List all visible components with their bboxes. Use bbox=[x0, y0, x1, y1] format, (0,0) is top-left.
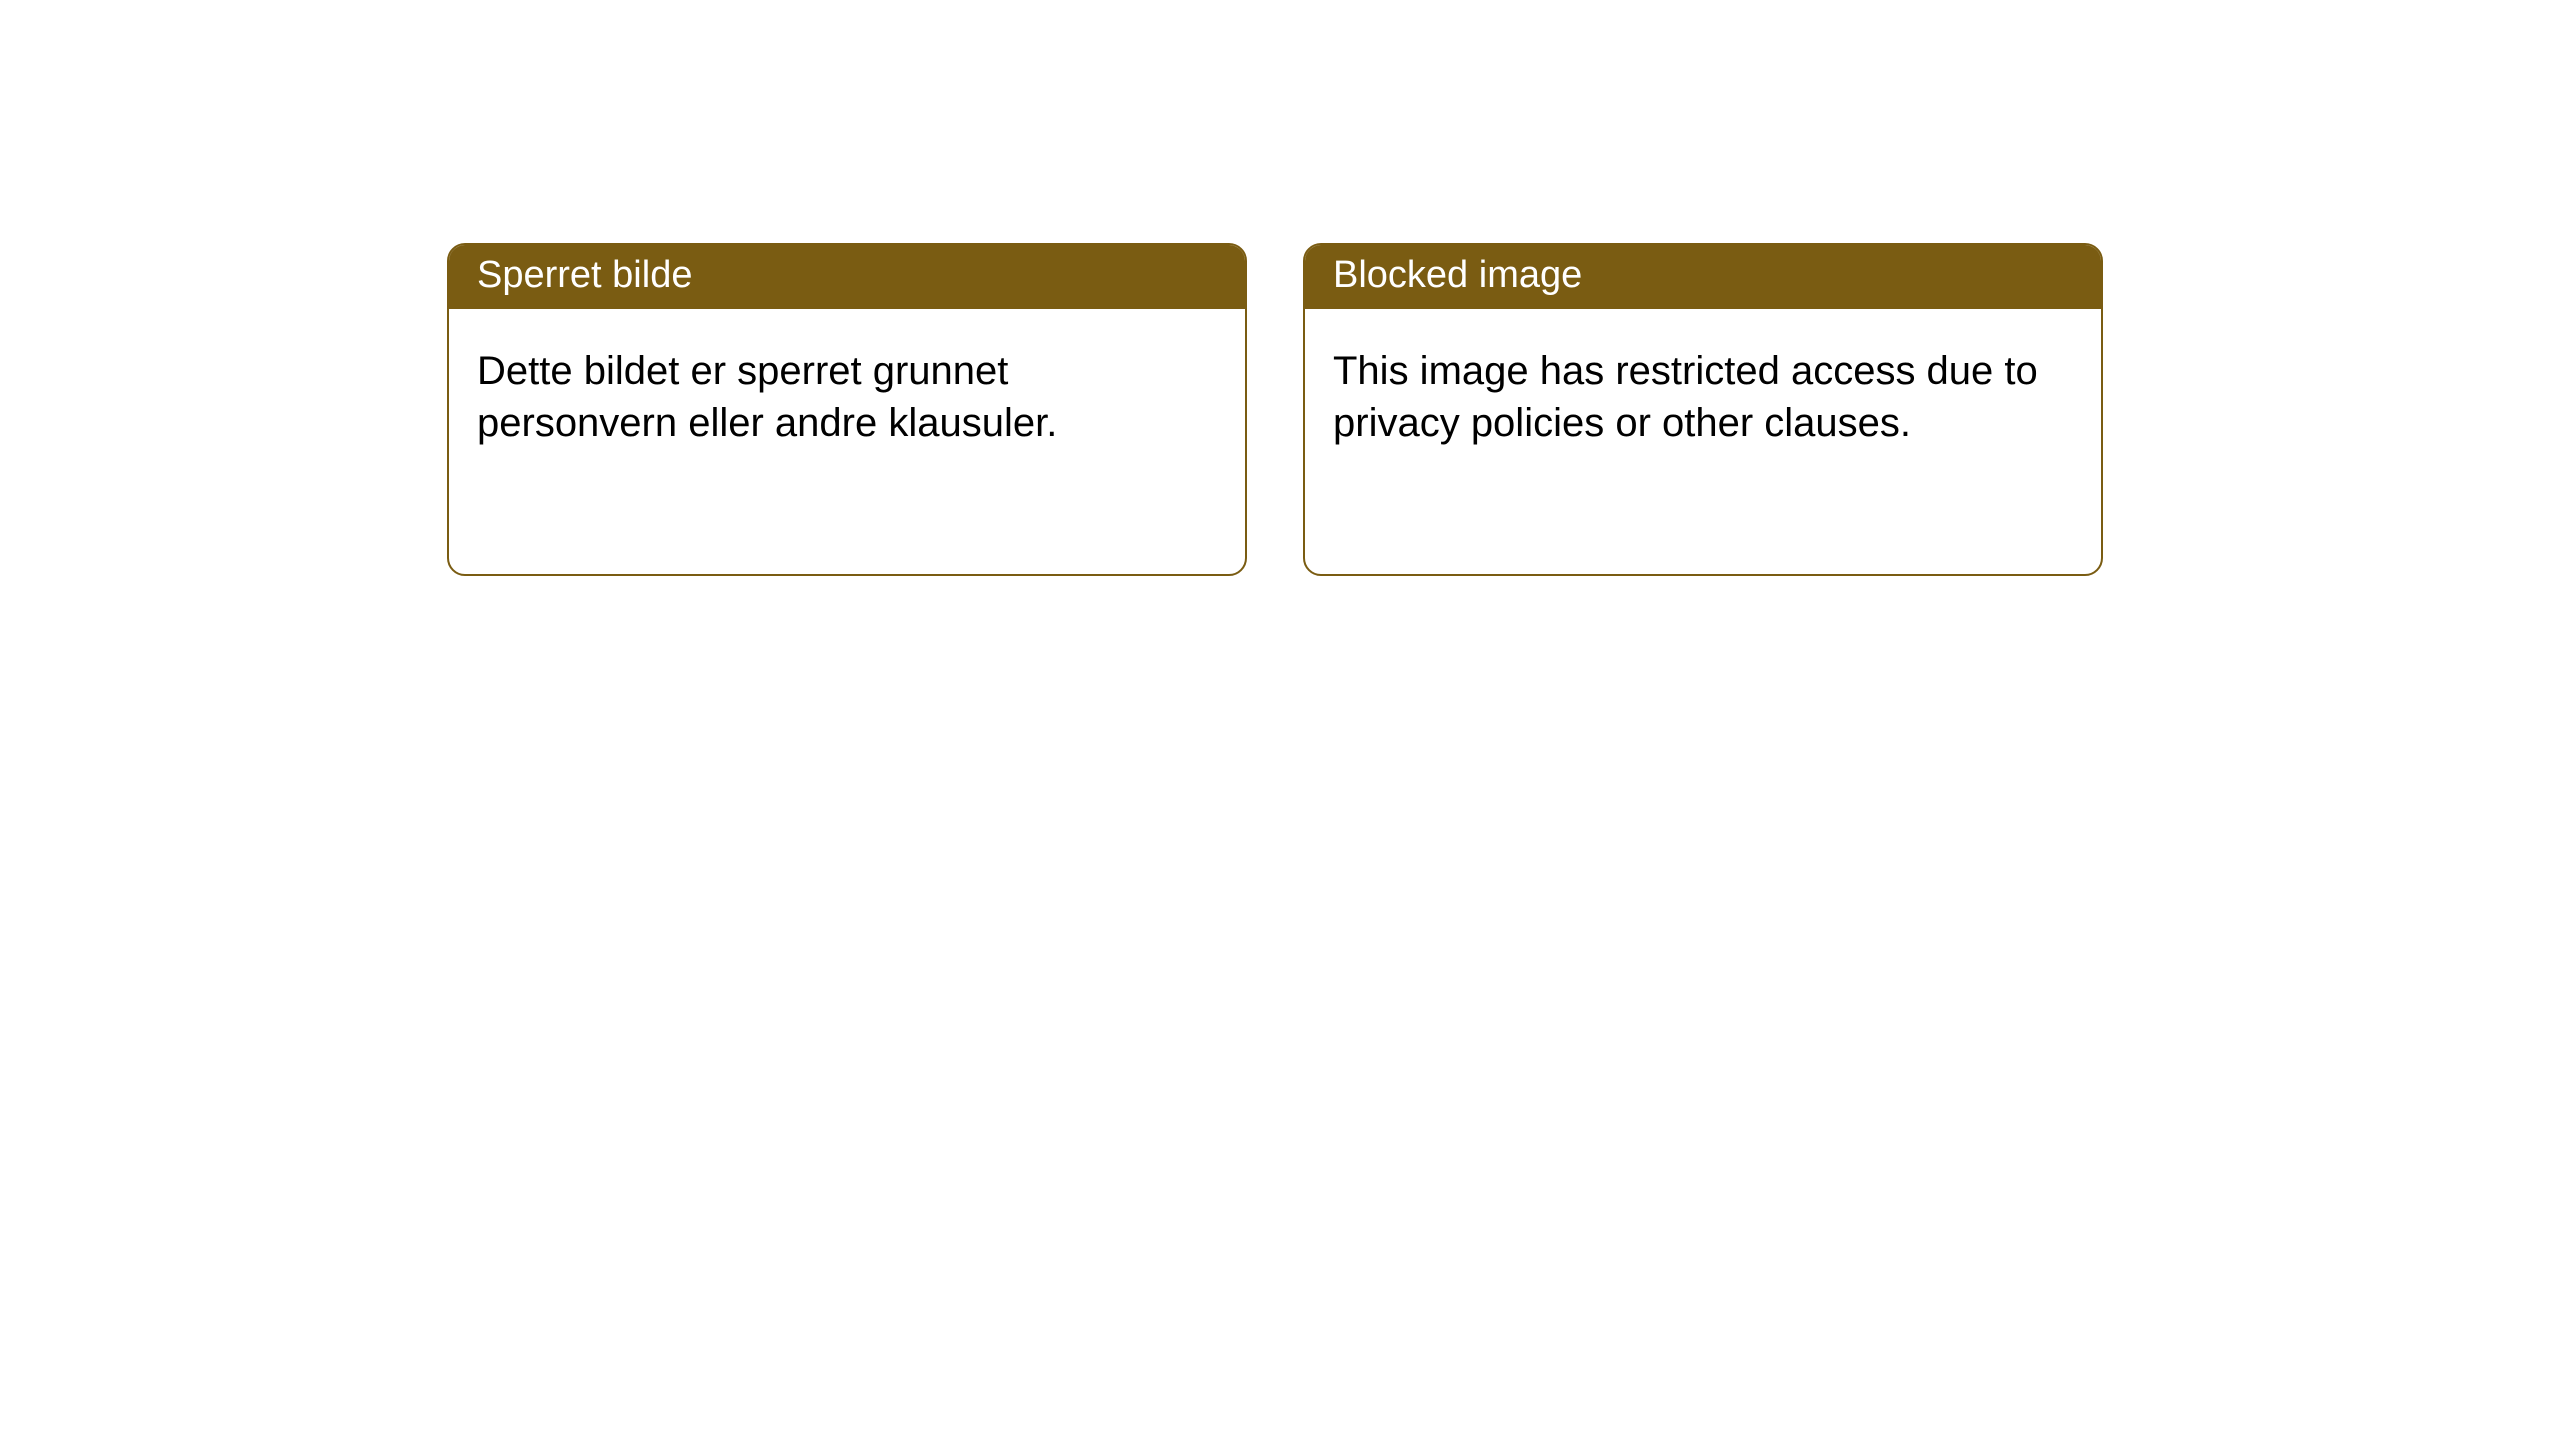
card-title: Blocked image bbox=[1333, 254, 1582, 296]
blocked-image-card-no: Sperret bilde Dette bildet er sperret gr… bbox=[447, 243, 1247, 576]
blocked-image-card-en: Blocked image This image has restricted … bbox=[1303, 243, 2103, 576]
card-title: Sperret bilde bbox=[477, 254, 692, 296]
card-header: Blocked image bbox=[1305, 245, 2101, 309]
card-header: Sperret bilde bbox=[449, 245, 1245, 309]
card-message: Dette bildet er sperret grunnet personve… bbox=[477, 349, 1057, 445]
card-message: This image has restricted access due to … bbox=[1333, 349, 2038, 445]
notice-container: Sperret bilde Dette bildet er sperret gr… bbox=[0, 0, 2560, 576]
card-body: Dette bildet er sperret grunnet personve… bbox=[449, 309, 1245, 449]
card-body: This image has restricted access due to … bbox=[1305, 309, 2101, 449]
